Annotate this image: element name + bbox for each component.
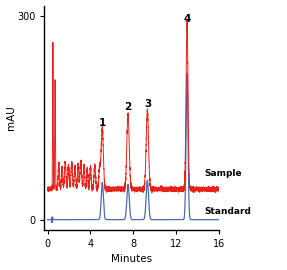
Text: 4: 4 [184, 14, 191, 24]
Text: 2: 2 [124, 102, 132, 112]
X-axis label: Minutes: Minutes [111, 254, 152, 264]
Y-axis label: mAU: mAU [5, 105, 15, 130]
Text: Standard: Standard [204, 207, 251, 216]
Text: 3: 3 [145, 99, 152, 109]
Text: 1: 1 [99, 118, 106, 128]
Text: Sample: Sample [204, 169, 242, 178]
